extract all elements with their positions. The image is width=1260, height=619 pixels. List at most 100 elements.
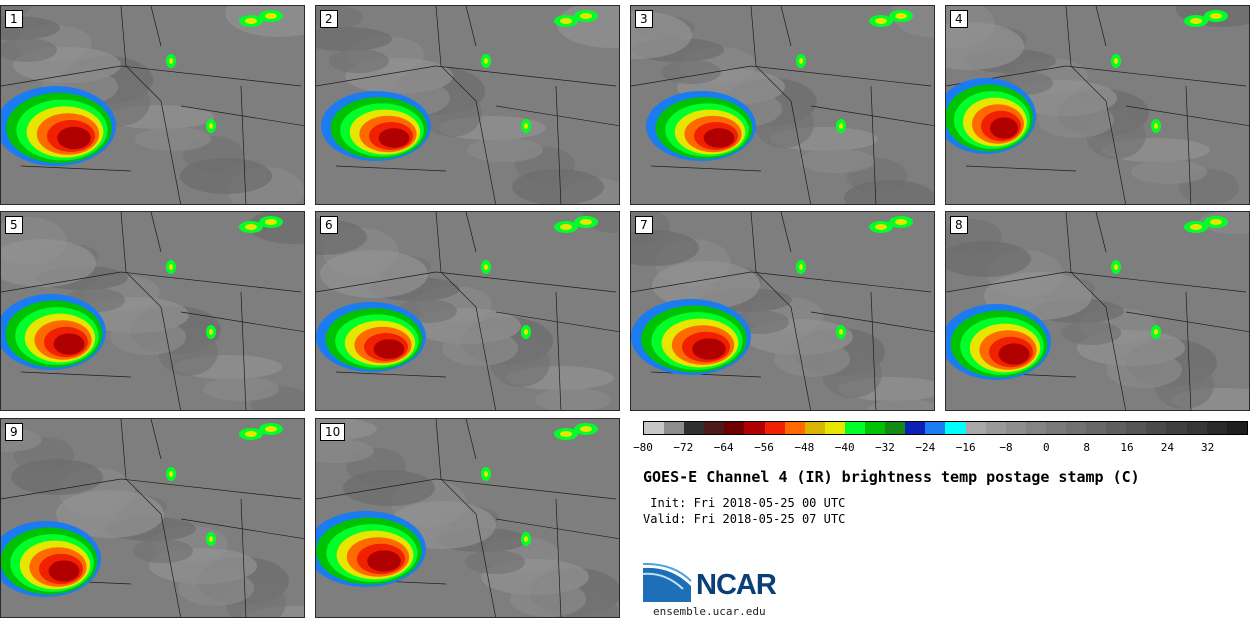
convective-cell (1114, 264, 1118, 270)
postage-stamp-panel-7: 7 (630, 211, 935, 411)
convective-cell (209, 329, 213, 335)
convective-cell (209, 123, 213, 129)
convective-cloud (692, 338, 726, 360)
cloud-texture (946, 241, 1031, 277)
state-border (1125, 311, 1249, 333)
color-scale-segment (704, 422, 725, 434)
convective-cell (1210, 13, 1222, 19)
color-scale-tick-label: 0 (1043, 441, 1050, 454)
state-border (1065, 65, 1247, 87)
state-border (555, 291, 562, 410)
cloud-texture (442, 330, 518, 366)
panel-number: 6 (320, 216, 338, 234)
cloud-texture (135, 127, 211, 151)
init-time: Init: Fri 2018-05-25 00 UTC (643, 496, 846, 510)
color-scale-tick-label: −32 (875, 441, 895, 454)
ir-map (316, 6, 619, 204)
convective-cell (839, 329, 843, 335)
cloud-texture (467, 138, 543, 162)
color-scale-segment (1166, 422, 1187, 434)
cloud-texture (1, 239, 96, 287)
color-scale-segment (664, 422, 685, 434)
color-scale-segment (764, 422, 785, 434)
state-border (650, 165, 762, 172)
valid-time: Valid: Fri 2018-05-25 07 UTC (643, 512, 846, 526)
state-border (465, 419, 477, 460)
cloud-texture (1, 38, 57, 62)
cloud-texture (329, 49, 389, 73)
color-scale-segment (925, 422, 946, 434)
convective-cloud (990, 117, 1018, 139)
state-border (1095, 6, 1107, 47)
state-border (650, 371, 762, 378)
cloud-texture (512, 169, 604, 204)
convective-cloud (48, 560, 80, 582)
color-scale-tick-label: −72 (673, 441, 694, 454)
convective-cell (169, 471, 173, 477)
state-border (180, 311, 304, 333)
state-border (1125, 105, 1249, 127)
state-border (180, 105, 304, 127)
cloud-texture (661, 60, 721, 84)
color-scale-segment (1206, 422, 1227, 434)
panel-number: 4 (950, 10, 968, 28)
state-border (316, 478, 437, 500)
state-border (316, 271, 437, 293)
state-border (120, 212, 181, 410)
state-border (150, 212, 162, 253)
state-border (1, 478, 122, 500)
convective-cell (1114, 58, 1118, 64)
cloud-texture (225, 6, 304, 37)
convective-cell (580, 219, 592, 225)
state-border (435, 478, 617, 500)
color-scale-segment (985, 422, 1006, 434)
color-scale-tick-label: 24 (1160, 441, 1174, 454)
state-border (1185, 85, 1192, 204)
state-border (780, 6, 792, 47)
state-border (120, 478, 302, 500)
state-border (1065, 212, 1126, 410)
cloud-texture (799, 149, 875, 173)
color-scale-tick-labels: −80 −72 −64 −56 −48 −40 −32 −24 −16 −8 0 8 16 24 32 (633, 441, 1248, 455)
color-scale-segment (1226, 422, 1247, 434)
state-border (180, 518, 304, 540)
panel-number: 10 (320, 423, 346, 441)
cloud-texture (1061, 321, 1121, 345)
convective-cell (895, 13, 907, 19)
convective-cell (560, 18, 572, 24)
color-scale-tick-label: 16 (1120, 441, 1134, 454)
panel-number: 1 (5, 10, 23, 28)
state-border (316, 65, 437, 87)
color-scale-segment (1086, 422, 1107, 434)
state-border (495, 518, 619, 540)
state-border (240, 291, 247, 410)
postage-stamp-panel-8: 8 (945, 211, 1250, 411)
postage-stamp-panel-3: 3 (630, 5, 935, 205)
convective-cloud (367, 550, 401, 572)
color-scale-segment (644, 422, 665, 434)
state-border (946, 271, 1067, 293)
convective-cloud (703, 128, 735, 148)
convective-cell (265, 13, 277, 19)
convective-cell (839, 123, 843, 129)
convective-cloud (57, 126, 91, 150)
color-scale-tick-label: 8 (1083, 441, 1090, 454)
ncar-logo-icon (643, 562, 692, 602)
color-scale-tick-label: −16 (955, 441, 976, 454)
color-scale-segment (1005, 422, 1026, 434)
cloud-texture (110, 319, 186, 355)
cloud-texture (844, 180, 934, 204)
convective-cell (580, 13, 592, 19)
ir-map (631, 6, 934, 204)
convective-cell (1154, 123, 1158, 129)
postage-stamp-panel-6: 6 (315, 211, 620, 411)
color-scale-tick-label: −80 (633, 441, 653, 454)
color-scale-tick-label: −48 (794, 441, 815, 454)
logo-url: ensemble.ucar.edu (653, 605, 766, 618)
convective-cell (560, 224, 572, 230)
convective-cell (484, 471, 488, 477)
convective-cell (484, 58, 488, 64)
cloud-texture (1038, 102, 1114, 138)
convective-cell (245, 18, 257, 24)
state-border (1, 65, 122, 87)
